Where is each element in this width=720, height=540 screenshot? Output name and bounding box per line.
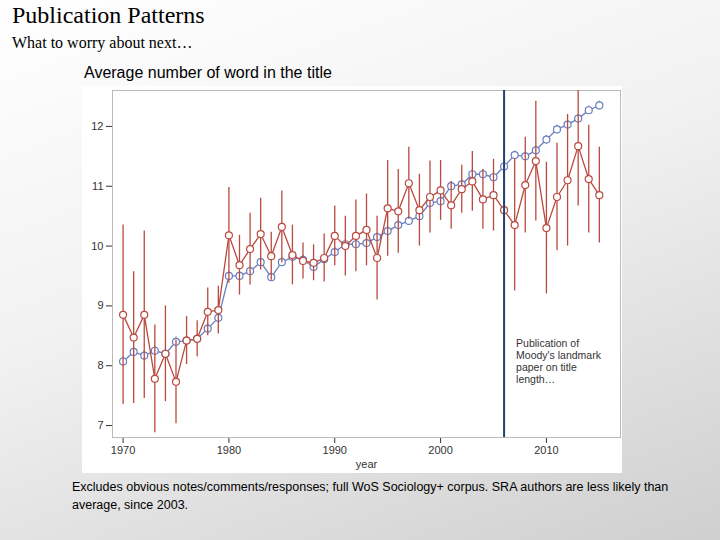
svg-text:year: year — [356, 458, 378, 470]
html-text:Average number of word in the: Average number of word in the title — [84, 64, 332, 81]
svg-text:10: 10 — [91, 240, 103, 252]
svg-text:2010: 2010 — [534, 444, 558, 456]
svg-text:2000: 2000 — [428, 444, 452, 456]
svg-text:8: 8 — [97, 359, 103, 371]
svg-text:1970: 1970 — [111, 444, 135, 456]
svg-text:1980: 1980 — [217, 444, 241, 456]
svg-text:1990: 1990 — [323, 444, 347, 456]
html-text:What to worry about next…: What to worry about next… — [12, 34, 193, 51]
html-text:Publication Patterns: Publication Patterns — [12, 2, 205, 28]
svg-text:7: 7 — [97, 419, 103, 431]
html-text:Excludes obvious notes/comment: Excludes obvious notes/comments/response… — [72, 480, 669, 512]
svg-text:12: 12 — [91, 120, 103, 132]
svg-text:9: 9 — [97, 299, 103, 311]
svg-text:11: 11 — [92, 180, 103, 192]
svg-text:Publication ofMoody's landmark: Publication ofMoody's landmarkpaper on t… — [516, 337, 602, 385]
